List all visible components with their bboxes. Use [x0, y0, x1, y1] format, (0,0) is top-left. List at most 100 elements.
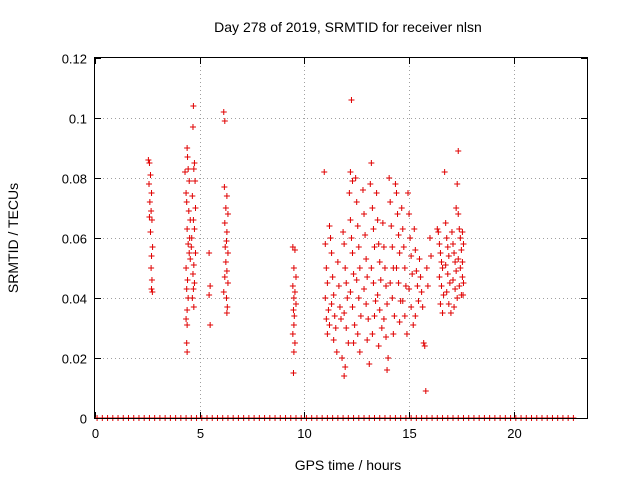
data-point [357, 313, 364, 319]
data-point [406, 286, 413, 292]
data-point [206, 250, 213, 256]
data-point [424, 283, 431, 289]
data-point [380, 244, 387, 250]
data-point [335, 283, 342, 289]
data-point [184, 145, 191, 151]
data-point [328, 250, 335, 256]
data-point [223, 310, 230, 316]
data-point [184, 154, 191, 160]
data-point [220, 109, 227, 115]
data-point [435, 229, 442, 235]
data-point [326, 223, 333, 229]
data-point [373, 190, 380, 196]
data-point [326, 322, 333, 328]
data-point [350, 271, 357, 277]
x-tick-label: 5 [197, 426, 204, 441]
data-point [184, 307, 191, 313]
data-point [384, 367, 391, 373]
data-point [400, 244, 407, 250]
data-point [374, 217, 381, 223]
data-point [452, 259, 459, 265]
data-point [323, 265, 330, 271]
data-point [376, 259, 383, 265]
data-point [343, 325, 350, 331]
data-point [375, 343, 382, 349]
data-point [344, 295, 351, 301]
y-tick-label: 0 [80, 412, 87, 427]
data-point [289, 283, 296, 289]
data-point [341, 310, 348, 316]
data-point [350, 340, 357, 346]
data-point [446, 280, 453, 286]
data-point [391, 313, 398, 319]
data-point [404, 190, 411, 196]
data-point [186, 250, 193, 256]
data-point [354, 223, 361, 229]
data-point [363, 301, 370, 307]
data-point [408, 253, 415, 259]
data-point [183, 286, 190, 292]
data-point [440, 292, 447, 298]
data-point [361, 286, 368, 292]
data-point [332, 325, 339, 331]
y-tick-label: 0.12 [62, 52, 87, 67]
data-point [460, 241, 467, 247]
data-point [387, 280, 394, 286]
data-point [189, 193, 196, 199]
data-point [368, 160, 375, 166]
data-point [372, 298, 379, 304]
data-point [389, 244, 396, 250]
data-point [334, 259, 341, 265]
data-point [146, 199, 153, 205]
y-tick-label: 0.08 [62, 172, 87, 187]
data-point [374, 292, 381, 298]
data-point [192, 250, 199, 256]
data-point [401, 265, 408, 271]
data-point [353, 199, 360, 205]
data-point [379, 220, 386, 226]
data-point [377, 277, 384, 283]
data-point [330, 292, 337, 298]
data-point [356, 349, 363, 355]
data-point [439, 265, 446, 271]
data-point [340, 229, 347, 235]
data-point [148, 190, 155, 196]
data-point [384, 301, 391, 307]
data-point [190, 304, 197, 310]
data-point [349, 178, 356, 184]
data-point [390, 331, 397, 337]
data-point [456, 226, 463, 232]
data-point [189, 295, 196, 301]
data-point [145, 157, 152, 163]
y-axis-label: SRMTID / TECUs [5, 183, 21, 293]
data-point [148, 265, 155, 271]
data-point [459, 259, 466, 265]
data-point [186, 178, 193, 184]
data-point [347, 169, 354, 175]
data-point [220, 289, 227, 295]
data-point [454, 295, 461, 301]
data-point [289, 331, 296, 337]
data-point [365, 316, 372, 322]
data-point [291, 340, 298, 346]
data-point [364, 274, 371, 280]
data-point [394, 211, 401, 217]
data-point [443, 289, 450, 295]
data-point [444, 271, 451, 277]
data-point [184, 349, 191, 355]
data-point [342, 265, 349, 271]
data-point [381, 265, 388, 271]
data-point [445, 301, 452, 307]
data-points [94, 97, 577, 421]
data-point [338, 316, 344, 322]
data-point [147, 172, 154, 178]
data-point [343, 280, 350, 286]
data-point [221, 220, 228, 226]
data-point [183, 190, 190, 196]
y-tick-label: 0.06 [62, 232, 87, 247]
data-point [409, 271, 416, 277]
data-point [183, 199, 190, 205]
data-point [457, 265, 464, 271]
data-point [355, 244, 362, 250]
data-point [206, 292, 213, 298]
